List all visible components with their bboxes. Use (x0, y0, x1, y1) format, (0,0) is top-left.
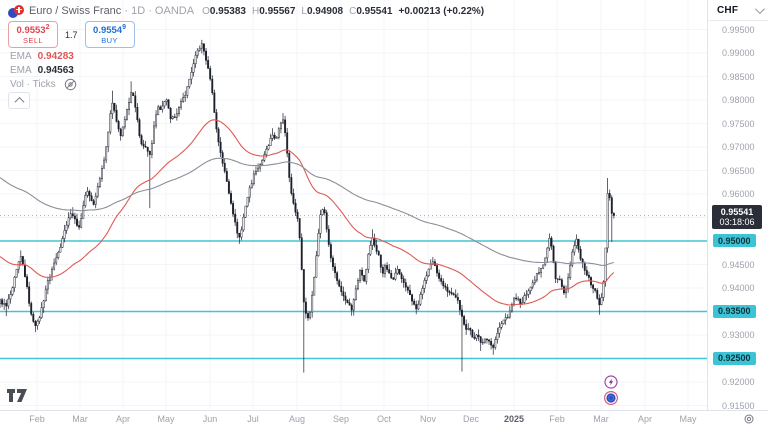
time-tick-label: Apr (115, 414, 131, 424)
time-tick-label: May (157, 414, 175, 424)
lightning-event-icon[interactable] (604, 375, 618, 389)
time-tick-label: Mar (72, 414, 88, 424)
change-value: +0.00213 (+0.22%) (398, 5, 485, 17)
level-price-badge: 0.92500 (713, 351, 756, 365)
visibility-off-icon[interactable] (64, 78, 77, 91)
level-price-badge: 0.93500 (713, 304, 756, 318)
spread-value: 1.7 (65, 29, 78, 40)
collapse-legend-button[interactable] (8, 92, 30, 109)
indicator-volume[interactable]: Vol · Ticks (10, 77, 77, 91)
price-tick-label: 0.97500 (722, 118, 755, 129)
time-tick-label: Oct (376, 414, 392, 424)
price-tick-label: 0.97000 (722, 142, 755, 152)
time-tick-label: Jun (202, 414, 218, 424)
currency-dropdown[interactable]: CHF (708, 0, 768, 21)
close-value: 0.95541 (356, 5, 393, 17)
tradingview-watermark-icon (7, 389, 27, 402)
time-axis[interactable]: Feb Mar Apr May Jun Jul Aug Sep Oct Nov Dec 2025 Feb… (0, 410, 768, 426)
time-tick-label: Jul (247, 414, 259, 424)
ohlc-values: O0.95383 H0.95567 L0.94908 C0.95541 +0.0… (202, 5, 485, 17)
chart-canvas[interactable] (0, 0, 707, 410)
price-tick-label: 0.98500 (722, 71, 755, 82)
time-tick-label: Feb (29, 414, 45, 424)
symbol-header[interactable]: Euro / Swiss Franc · 1D · OANDA O0.95383… (8, 3, 484, 19)
time-tick-label: Apr (637, 414, 653, 424)
time-tick-label: Dec (462, 414, 480, 424)
price-tick-label: 0.94500 (722, 259, 755, 270)
price-tick-label: 0.93000 (722, 330, 755, 340)
symbol-meta: · 1D · OANDA (124, 5, 195, 17)
chevron-down-icon (754, 3, 765, 14)
time-tick-label: Mar (593, 414, 609, 424)
price-tick-label: 0.94000 (722, 283, 755, 293)
time-tick-label: May (679, 414, 697, 424)
time-tick-label: Feb (549, 414, 565, 424)
price-tick-label: 0.96000 (722, 189, 755, 199)
ema-slow-value: 0.94563 (37, 64, 74, 76)
price-tick-label: 0.96500 (722, 165, 755, 176)
symbol-pair-logo-icon (8, 4, 24, 18)
time-tick-label: Sep (332, 414, 350, 424)
sell-button[interactable]: 0.95532 SELL (8, 21, 58, 49)
ema-fast-value: 0.94283 (37, 50, 74, 62)
chevron-up-icon (14, 96, 24, 107)
indicator-ema-slow[interactable]: EMA 0.94563 (10, 64, 74, 76)
price-tick-label: 0.99500 (722, 24, 755, 35)
price-tick-label: 0.99000 (722, 48, 755, 58)
currency-label: CHF (717, 4, 739, 16)
low-value: 0.94908 (306, 5, 344, 17)
time-tick-label: 2025 (503, 414, 525, 424)
buy-button[interactable]: 0.95549 BUY (84, 21, 135, 49)
open-value: 0.95383 (209, 5, 246, 17)
price-tick-label: 0.92000 (722, 377, 755, 387)
time-tick-label: Aug (288, 414, 306, 424)
level-price-badge: 0.95000 (713, 234, 756, 247)
price-tick-label: 0.91500 (722, 400, 755, 411)
symbol-title[interactable]: Euro / Swiss Franc · 1D · OANDA (29, 5, 194, 17)
price-tick-label: 0.98000 (722, 95, 755, 105)
high-value: 0.95567 (259, 5, 296, 17)
trade-panel: 0.95532 SELL 1.7 0.95549 BUY (8, 21, 135, 49)
axis-settings-icon[interactable] (744, 414, 754, 424)
indicator-ema-fast[interactable]: EMA 0.94283 (10, 50, 74, 62)
price-axis[interactable]: CHF 0.99500 0.99000 0.98500 0.98000 0.97500 0… (707, 0, 768, 411)
symbol-name: Euro / Swiss Franc (29, 5, 122, 17)
current-price-badge: 0.95541 03:18:06 (712, 204, 762, 229)
time-tick-label: Nov (419, 414, 437, 424)
calendar-event-dot-icon[interactable] (603, 391, 618, 406)
indicator-legend: EMA 0.94283 EMA 0.94563 Vol · Ticks (10, 49, 77, 91)
